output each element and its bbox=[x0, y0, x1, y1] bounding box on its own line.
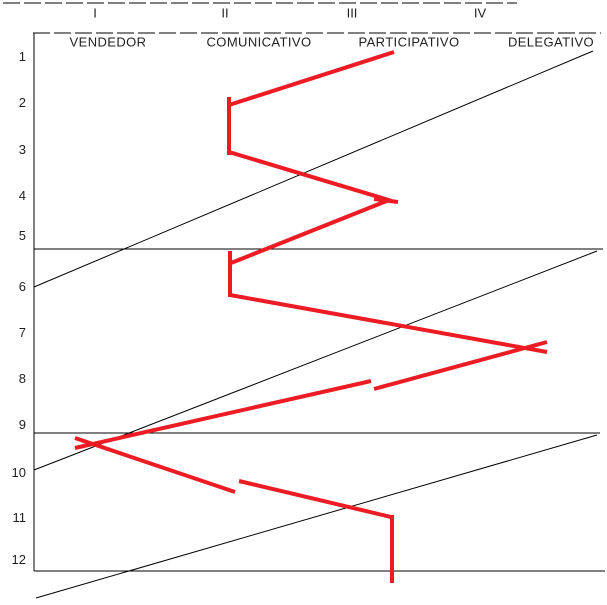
diagonal-band-1 bbox=[33, 50, 594, 288]
row-label-3: 3 bbox=[18, 142, 26, 157]
row-label-11: 11 bbox=[12, 510, 27, 525]
row-label-1: 1 bbox=[18, 49, 26, 64]
row-label-12: 12 bbox=[11, 552, 26, 567]
row-label-9: 9 bbox=[18, 417, 26, 432]
row-label-10: 10 bbox=[11, 465, 26, 480]
section-numeral-ii: II bbox=[221, 5, 229, 21]
column-label-participativo: PARTICIPATIVO bbox=[358, 34, 460, 50]
column-label-comunicativo: COMUNICATIVO bbox=[206, 34, 312, 50]
row-label-4: 4 bbox=[18, 188, 26, 203]
row-label-5: 5 bbox=[18, 228, 26, 243]
profile-stroke-7 bbox=[229, 293, 548, 354]
section-numeral-iii: III bbox=[346, 5, 358, 21]
diagonal-band-3 bbox=[35, 434, 598, 599]
row-label-6: 6 bbox=[18, 279, 26, 294]
profile-stroke-11 bbox=[238, 479, 392, 519]
row-label-7: 7 bbox=[18, 325, 26, 340]
row-label-2: 2 bbox=[18, 95, 26, 110]
column-label-vendedor: VENDEDOR bbox=[69, 34, 147, 50]
column-label-delegativo: DELEGATIVO bbox=[507, 34, 595, 50]
profile-stroke-3 bbox=[228, 150, 393, 203]
profile-stroke-10 bbox=[74, 436, 236, 494]
section-numeral-i: I bbox=[93, 5, 97, 21]
profile-stroke-9 bbox=[74, 379, 372, 450]
profile-stroke-1 bbox=[228, 50, 395, 107]
section-numeral-iv: IV bbox=[473, 5, 487, 21]
row-label-8: 8 bbox=[18, 371, 26, 386]
profile-stroke-5 bbox=[230, 198, 390, 265]
profile-stroke-8 bbox=[373, 340, 548, 391]
diagonal-band-2 bbox=[33, 250, 598, 471]
